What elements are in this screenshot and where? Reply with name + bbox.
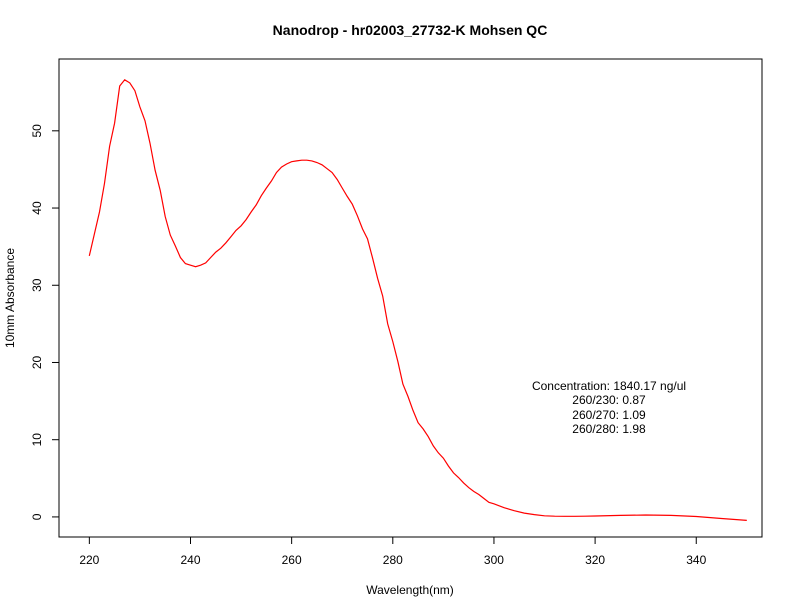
y-axis: 0 10 20 30 40 50 <box>30 124 59 520</box>
y-tick-label: 0 <box>30 513 44 520</box>
absorbance-series-line <box>88 79 747 521</box>
x-tick-label: 240 <box>180 553 200 567</box>
y-tick-label: 10 <box>30 433 44 447</box>
stats-annotation: Concentration: 1840.17 ng/ul 260/230: 0.… <box>532 379 686 436</box>
x-tick-label: 280 <box>383 553 403 567</box>
ratio-260-280-text: 260/280: 1.98 <box>572 422 646 436</box>
plot-frame <box>58 58 763 538</box>
x-tick-label: 320 <box>585 553 605 567</box>
x-axis-label: Wavelength(nm) <box>366 583 454 597</box>
y-tick-label: 50 <box>30 124 44 138</box>
x-tick-label: 220 <box>79 553 99 567</box>
x-tick-label: 300 <box>484 553 504 567</box>
y-tick-label: 20 <box>30 355 44 369</box>
concentration-text: Concentration: 1840.17 ng/ul <box>532 379 686 393</box>
ratio-260-230-text: 260/230: 0.87 <box>572 393 646 407</box>
x-tick-label: 260 <box>282 553 302 567</box>
y-tick-label: 30 <box>30 278 44 292</box>
x-axis: 220 240 260 280 300 320 340 <box>79 537 707 567</box>
ratio-260-270-text: 260/270: 1.09 <box>572 408 646 422</box>
x-tick-label: 340 <box>686 553 706 567</box>
y-tick-label: 40 <box>30 201 44 215</box>
y-axis-label: 10mm Absorbance <box>3 248 17 348</box>
chart-title: Nanodrop - hr02003_27732-K Mohsen QC <box>273 22 548 38</box>
